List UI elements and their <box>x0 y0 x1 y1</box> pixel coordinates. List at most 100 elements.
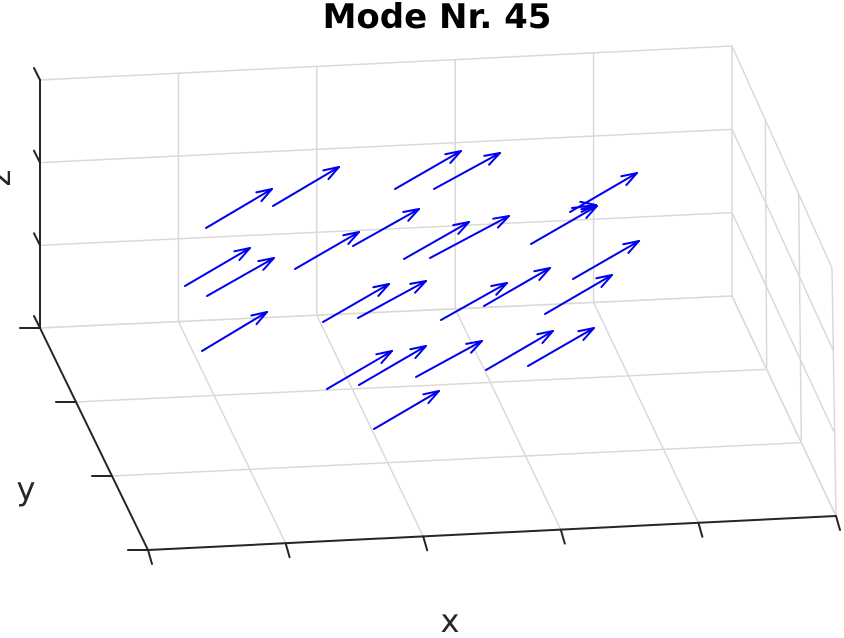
arrow <box>326 350 393 390</box>
x-axis-label: x <box>441 602 460 634</box>
arrow-shaft <box>527 327 595 367</box>
arrow-head <box>407 208 420 222</box>
grid-line <box>39 295 733 329</box>
arrow-head <box>257 257 275 263</box>
arrow-head <box>422 390 440 396</box>
x-axis-line <box>147 515 837 551</box>
arrow <box>544 274 613 315</box>
arrow-head <box>250 311 268 317</box>
x-axis-tick <box>422 535 429 552</box>
z-axis-tick <box>33 315 41 329</box>
arrow-shaft <box>206 257 275 297</box>
arrow <box>433 152 501 190</box>
arrow-shaft <box>569 172 638 213</box>
arrow <box>272 166 340 207</box>
arrow <box>206 257 275 297</box>
arrow-head <box>322 166 340 172</box>
axes <box>19 67 841 565</box>
arrow <box>440 282 508 321</box>
grid-line <box>731 211 836 435</box>
arrow-head <box>470 340 483 354</box>
arrow-head <box>577 327 595 333</box>
arrow-head <box>260 188 273 203</box>
arrow <box>569 172 638 213</box>
arrow-shaft <box>352 208 420 247</box>
arrow-head <box>255 311 268 326</box>
arrow-field <box>184 150 640 430</box>
arrow <box>485 330 554 371</box>
x-axis-tick <box>835 515 841 531</box>
arrow-head <box>414 280 427 294</box>
arrow-shaft <box>322 283 390 323</box>
arrow-shaft <box>483 267 551 307</box>
grid-line <box>39 211 733 247</box>
arrow-shaft <box>184 247 251 287</box>
arrow-head <box>483 152 501 157</box>
arrow <box>357 280 427 319</box>
arrow-shaft <box>357 280 427 319</box>
arrow-head <box>622 240 640 246</box>
arrow <box>572 240 640 280</box>
grid-line <box>731 295 837 517</box>
grid-line <box>177 320 287 544</box>
arrow-head <box>533 267 551 273</box>
arrow-head <box>262 257 275 271</box>
arrow-head <box>457 221 470 235</box>
y-axis-label: y <box>17 470 36 508</box>
arrow-head <box>372 283 390 289</box>
arrow-shaft <box>440 282 508 321</box>
grid-line <box>111 441 803 477</box>
arrow-head <box>627 240 640 254</box>
grid-line <box>731 45 833 269</box>
arrow-head <box>582 327 595 341</box>
z-axis-tick <box>33 149 41 164</box>
x-axis-tick <box>284 542 291 559</box>
arrow <box>483 267 551 307</box>
arrow-shaft <box>485 330 554 371</box>
arrow-head <box>409 345 427 351</box>
grid-line <box>39 128 733 164</box>
arrow-head <box>495 282 508 296</box>
arrow <box>530 205 598 245</box>
arrow-head <box>238 247 251 262</box>
arrow-head <box>488 152 501 166</box>
arrow-shaft <box>373 390 440 430</box>
arrow <box>429 215 510 259</box>
arrow <box>322 283 390 323</box>
arrow-shaft <box>572 240 640 280</box>
arrow <box>394 150 462 190</box>
arrow-head <box>327 166 340 181</box>
arrow-shaft <box>394 150 462 190</box>
arrow-shaft <box>429 215 510 259</box>
grid-line <box>797 193 803 444</box>
chart-title: Mode Nr. 45 <box>323 0 552 37</box>
arrow <box>403 221 470 260</box>
arrow-head <box>233 247 251 253</box>
grid-line <box>316 314 424 538</box>
arrow-shaft <box>544 274 613 315</box>
arrow-head <box>579 200 597 206</box>
arrow-shaft <box>272 166 340 207</box>
arrow <box>184 247 251 287</box>
x-axis-tick <box>697 521 704 538</box>
y-axis-line <box>39 327 149 551</box>
arrow-head <box>380 350 393 365</box>
arrow-head <box>538 267 551 281</box>
arrow-head <box>402 208 420 214</box>
arrow <box>373 390 440 430</box>
arrow <box>415 340 483 378</box>
grid-line <box>75 368 768 403</box>
grid-line <box>764 119 768 371</box>
arrow-shaft <box>358 345 427 386</box>
arrow-head <box>409 280 427 285</box>
arrow-shaft <box>326 350 393 390</box>
arrow-head <box>377 283 390 297</box>
arrow-shaft <box>530 205 598 245</box>
arrow-head <box>449 150 462 164</box>
arrow-head <box>541 330 554 344</box>
arrow-shaft <box>415 340 483 378</box>
grid-line <box>39 45 733 81</box>
arrow-head <box>490 282 508 288</box>
arrow <box>352 208 420 247</box>
